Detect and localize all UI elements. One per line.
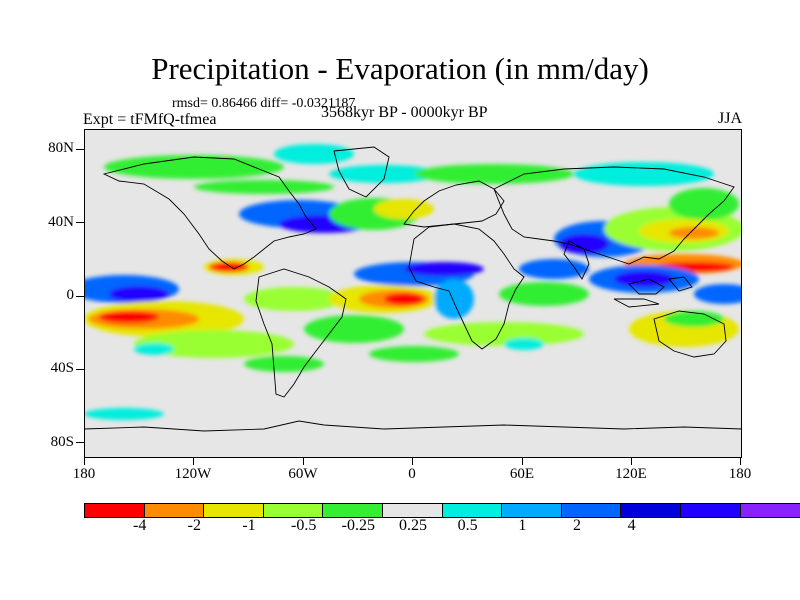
field-atlantic-yellow	[374, 199, 434, 219]
field-na-green	[194, 180, 334, 194]
stats-text: rmsd= 0.86466 diff= -0.0321187	[172, 96, 356, 111]
colorbar-swatch	[204, 504, 264, 517]
x-tick	[412, 458, 413, 465]
field-spac-red	[99, 311, 159, 323]
colorbar-label: -4	[132, 517, 147, 534]
field-siberia-cyan	[574, 162, 714, 186]
map-plot-area	[84, 129, 742, 458]
x-tick	[303, 458, 304, 465]
colorbar-label: 0.25	[399, 517, 427, 534]
colorbar-swatch	[680, 504, 741, 517]
colorbar-label: -1	[242, 517, 256, 534]
field-sahel-deepblue	[404, 262, 484, 276]
x-tick	[740, 458, 741, 465]
field-north-atlantic-cyan	[329, 165, 439, 183]
y-tick-label-0: 0	[66, 287, 75, 303]
colorbar-swatch	[382, 504, 443, 517]
field-cpac-blue	[694, 284, 742, 304]
colorbar-label: -0.5	[290, 517, 317, 534]
field-satl-red	[384, 293, 424, 305]
field-wpac-orange	[669, 227, 719, 239]
coast-south-america	[255, 268, 347, 398]
coast-antarctica	[84, 420, 742, 432]
x-tick-label-120e: 120E	[615, 466, 647, 482]
colorbar-swatch	[442, 504, 503, 517]
field-npac-green	[669, 188, 739, 220]
coast-australia	[653, 310, 727, 358]
y-tick	[76, 149, 84, 150]
field-sio-cyan	[504, 338, 544, 350]
experiment-label: Expt = tFMfQ-tfmea	[83, 111, 217, 128]
y-tick-label-80n: 80N	[48, 140, 74, 156]
x-tick-label-180w: 180	[72, 466, 96, 482]
y-tick	[76, 369, 84, 370]
coast-maritime	[613, 276, 693, 308]
colorbar-label: 1	[518, 517, 527, 534]
colorbar-swatch	[740, 504, 800, 517]
x-tick-label-120w: 120W	[174, 466, 212, 482]
colorbar-swatch	[621, 504, 681, 517]
field-spac-cyan	[134, 343, 174, 355]
field-sa-south-green	[244, 356, 324, 372]
colorbar-label: 4	[627, 517, 636, 534]
field-io-green	[499, 282, 589, 306]
field-spac-green	[134, 330, 294, 358]
field-mc-deepblue	[614, 271, 674, 287]
field-aus-green	[664, 311, 724, 327]
coast-greenland	[333, 146, 390, 198]
field-epac-deepblue	[109, 286, 169, 302]
colorbar-swatch	[144, 504, 205, 517]
y-tick	[76, 296, 84, 297]
x-tick	[84, 458, 85, 465]
period-label: 3568kyr BP - 0000kyr BP	[321, 104, 488, 121]
y-tick-label-40n: 40N	[48, 214, 74, 230]
y-tick	[76, 222, 84, 223]
field-arctic-cyan	[274, 144, 354, 164]
colorbar-swatch	[502, 504, 562, 517]
field-india-deepblue	[559, 234, 609, 254]
field-africa-lightblue	[434, 279, 474, 319]
x-tick	[193, 458, 194, 465]
colorbar-label: -0.25	[341, 517, 375, 534]
colorbar-swatch	[323, 504, 383, 517]
colorbar-swatch	[263, 504, 324, 517]
field-so-green	[369, 346, 459, 362]
field-mex-red	[209, 262, 249, 272]
field-so-cyan	[84, 408, 164, 420]
x-tick-label-0: 0	[408, 466, 416, 482]
coast-asia	[493, 166, 735, 265]
coast-north-america	[102, 156, 317, 270]
field-sa-green	[244, 287, 344, 311]
y-tick-label-80s: 80S	[50, 434, 74, 450]
field-sio-green	[424, 322, 584, 346]
x-tick-label-60e: 60E	[509, 466, 535, 482]
coast-africa	[408, 223, 525, 350]
field-eurasia-green	[414, 164, 574, 184]
season-label: JJA	[717, 110, 742, 127]
coastlines	[84, 146, 742, 432]
field-io-blue	[519, 259, 589, 279]
y-tick-label-40s: 40S	[50, 360, 74, 376]
colorbar-swatch	[561, 504, 622, 517]
y-tick	[76, 442, 84, 443]
coast-india	[563, 240, 590, 280]
plot-title: Precipitation - Evaporation (in mm/day)	[151, 51, 649, 86]
x-tick-label-60w: 60W	[288, 466, 318, 482]
colorbar-label: 0.5	[457, 517, 478, 534]
field-satl-green	[304, 315, 404, 343]
coast-europe	[403, 180, 505, 228]
colorbar-swatch	[85, 504, 145, 517]
colorbar-label: 2	[573, 517, 581, 534]
x-tick	[522, 458, 523, 465]
colorbar	[84, 503, 800, 518]
colorbar-label: -2	[187, 517, 201, 534]
x-tick	[631, 458, 632, 465]
x-tick-label-180e: 180	[728, 466, 752, 482]
